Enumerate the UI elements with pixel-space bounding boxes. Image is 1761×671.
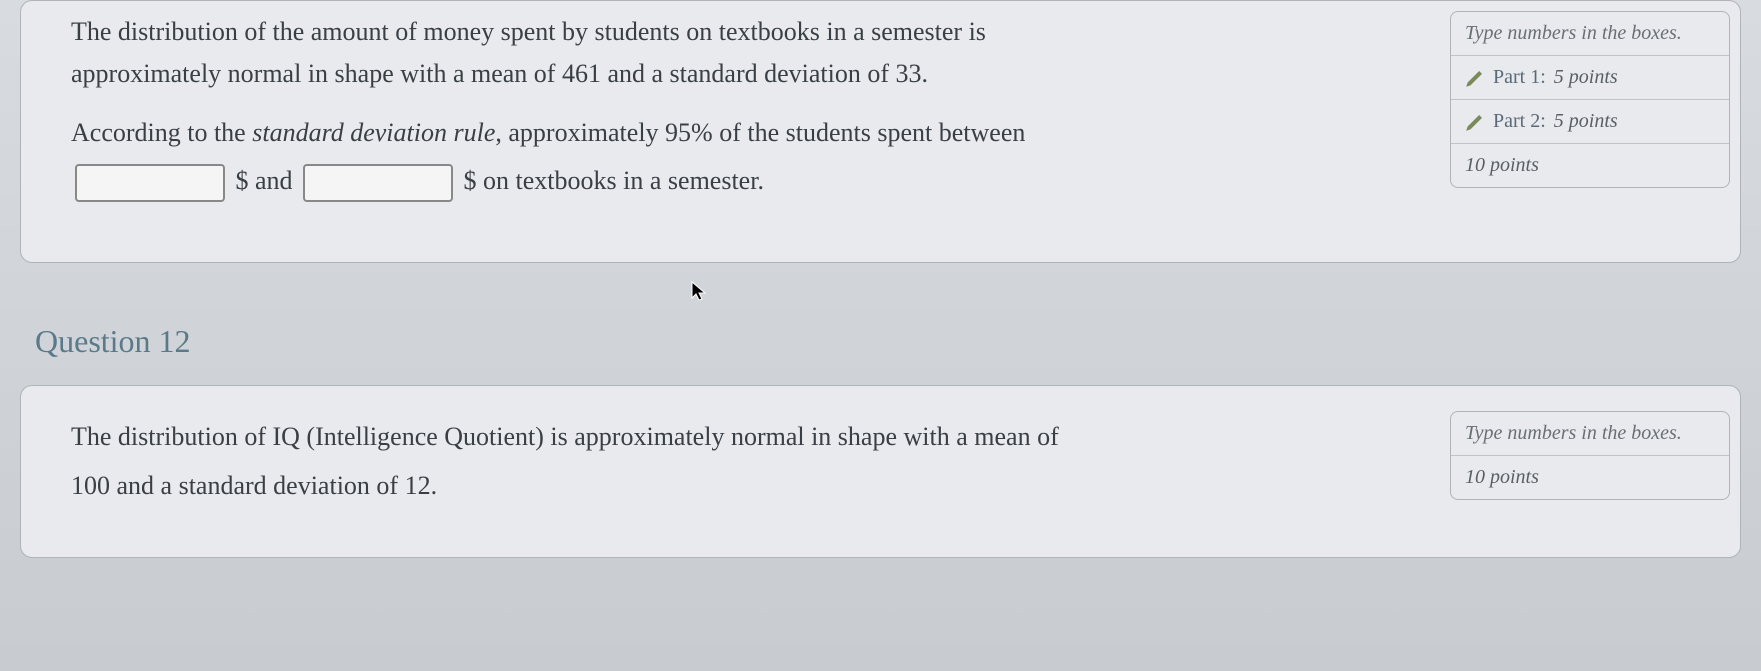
q11-line1: The distribution of the amount of money … bbox=[71, 11, 1061, 53]
q12-line2: 100 and a standard deviation of 12. bbox=[71, 471, 437, 500]
part1-label: Part 1: bbox=[1493, 66, 1546, 89]
sidebar-header-text: Type numbers in the boxes. bbox=[1465, 22, 1682, 45]
pencil-icon bbox=[1465, 112, 1485, 132]
total-points: 10 points bbox=[1465, 466, 1539, 489]
sidebar-header: Type numbers in the boxes. bbox=[1451, 12, 1729, 56]
q11-line3a: According to the bbox=[71, 118, 252, 147]
cursor-icon bbox=[690, 280, 708, 308]
q11-line4b: $ on textbooks in a semester. bbox=[464, 166, 764, 195]
question-12-box: The distribution of IQ (Intelligence Quo… bbox=[20, 385, 1741, 558]
sidebar-part1: Part 1: 5 points bbox=[1451, 56, 1729, 100]
sidebar-total: 10 points bbox=[1451, 144, 1729, 187]
sidebar-part2: Part 2: 5 points bbox=[1451, 100, 1729, 144]
sidebar-header: Type numbers in the boxes. bbox=[1451, 412, 1729, 456]
sidebar-total: 10 points bbox=[1451, 456, 1729, 499]
pencil-icon bbox=[1465, 68, 1485, 88]
q11-line3b: , approximately 95% of the students spen… bbox=[495, 118, 1025, 147]
total-points: 10 points bbox=[1465, 154, 1539, 177]
q11-sidebar: Type numbers in the boxes. Part 1: 5 poi… bbox=[1450, 11, 1730, 188]
part2-points: 5 points bbox=[1554, 110, 1618, 133]
q11-line3-italic: standard deviation rule bbox=[252, 118, 495, 147]
part1-points: 5 points bbox=[1554, 66, 1618, 89]
part2-label: Part 2: bbox=[1493, 110, 1546, 133]
question-11-box: The distribution of the amount of money … bbox=[20, 0, 1741, 263]
answer-input-lower[interactable] bbox=[75, 164, 225, 202]
sidebar-header-text: Type numbers in the boxes. bbox=[1465, 422, 1682, 445]
q12-sidebar: Type numbers in the boxes. 10 points bbox=[1450, 411, 1730, 500]
answer-input-upper[interactable] bbox=[303, 164, 453, 202]
q11-line4a: $ and bbox=[236, 166, 293, 195]
q12-line1: The distribution of IQ (Intelligence Quo… bbox=[71, 422, 1059, 451]
question-12-heading: Question 12 bbox=[35, 323, 1761, 360]
question-11-content: The distribution of the amount of money … bbox=[21, 1, 1091, 222]
question-12-content: The distribution of IQ (Intelligence Quo… bbox=[21, 386, 1091, 527]
q11-line2: approximately normal in shape with a mea… bbox=[71, 53, 1061, 95]
